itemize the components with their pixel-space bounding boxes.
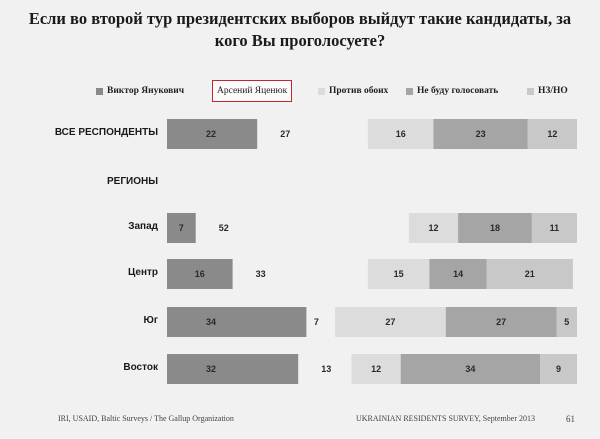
bar-value-label: 16: [195, 269, 205, 279]
bar-value-label: 9: [556, 364, 561, 374]
bar-value-label: 15: [394, 269, 404, 279]
legend-label: Не буду голосовать: [417, 86, 499, 96]
category-label: Запад: [128, 221, 158, 232]
bar-value-label: 22: [206, 129, 216, 139]
bar-value-label: 27: [385, 317, 395, 327]
bar-value-label: 12: [428, 223, 438, 233]
bar-segment: [540, 354, 577, 384]
chart-legend: Виктор Янукович Арсений Яценюк Против обои…: [0, 80, 600, 104]
category-label: РЕГИОНЫ: [107, 176, 158, 187]
bar-segment: [167, 119, 258, 149]
bar-segment: [400, 354, 541, 384]
bar-segment: [351, 354, 401, 384]
bar-segment: [531, 213, 577, 243]
bar-value-label: 21: [525, 269, 535, 279]
category-label: Юг: [143, 315, 158, 326]
bar-segment: [556, 307, 577, 337]
legend-label: НЗ/НО: [538, 86, 568, 96]
bar-segment: [167, 354, 299, 384]
bar-segment: [433, 119, 528, 149]
bar-value-label: 5: [564, 317, 569, 327]
bar-segment: [167, 307, 307, 337]
footer-source: IRI, USAID, Baltic Surveys / The Gallup …: [58, 414, 234, 423]
chart-title: Если во второй тур президентских выборов…: [28, 9, 572, 50]
legend-swatch: [318, 88, 325, 95]
bar-segment: [527, 119, 577, 149]
bar-value-label: 18: [490, 223, 500, 233]
bar-value-label: 27: [280, 129, 290, 139]
bar-segment: [486, 259, 573, 289]
bar-value-label: 34: [465, 364, 475, 374]
bar-value-label: 7: [179, 223, 184, 233]
legend-item: Арсений Яценюк: [212, 80, 293, 102]
category-label: ВСЕ РЕСПОНДЕНТЫ: [54, 127, 158, 138]
page-number: 61: [566, 414, 575, 424]
bar-value-label: 13: [321, 364, 331, 374]
legend-swatch: [527, 88, 534, 95]
legend-swatch: [406, 88, 413, 95]
legend-swatch: [96, 88, 103, 95]
bar-value-label: 32: [206, 364, 216, 374]
legend-label: Виктор Янукович: [107, 86, 185, 96]
bar-value-label: 11: [550, 223, 560, 233]
bar-value-label: 52: [219, 223, 229, 233]
bar-segment: [408, 213, 459, 243]
footer-survey: UKRAINIAN RESIDENTS SURVEY, September 20…: [356, 414, 535, 423]
bar-segment: [367, 119, 434, 149]
bar-segment: [167, 213, 196, 243]
bar-segment: [458, 213, 532, 243]
bar-segment: [367, 259, 430, 289]
bar-value-label: 16: [396, 129, 406, 139]
bar-value-label: 27: [496, 317, 506, 327]
bar-value-label: 33: [256, 269, 266, 279]
bar-segment: [335, 307, 446, 337]
bar-value-label: 12: [547, 129, 557, 139]
bar-value-label: 7: [314, 317, 319, 327]
legend-label: Против обоих: [329, 86, 389, 96]
bar-value-label: 12: [371, 364, 381, 374]
category-label: Восток: [123, 362, 158, 373]
legend-label: Арсений Яценюк: [217, 86, 288, 96]
bar-segment: [429, 259, 487, 289]
bar-value-label: 14: [453, 269, 463, 279]
bar-segment: [445, 307, 557, 337]
category-label: Центр: [127, 267, 158, 278]
bar-segment: [167, 259, 233, 289]
bar-value-label: 23: [476, 129, 486, 139]
bar-value-label: 34: [206, 317, 216, 327]
